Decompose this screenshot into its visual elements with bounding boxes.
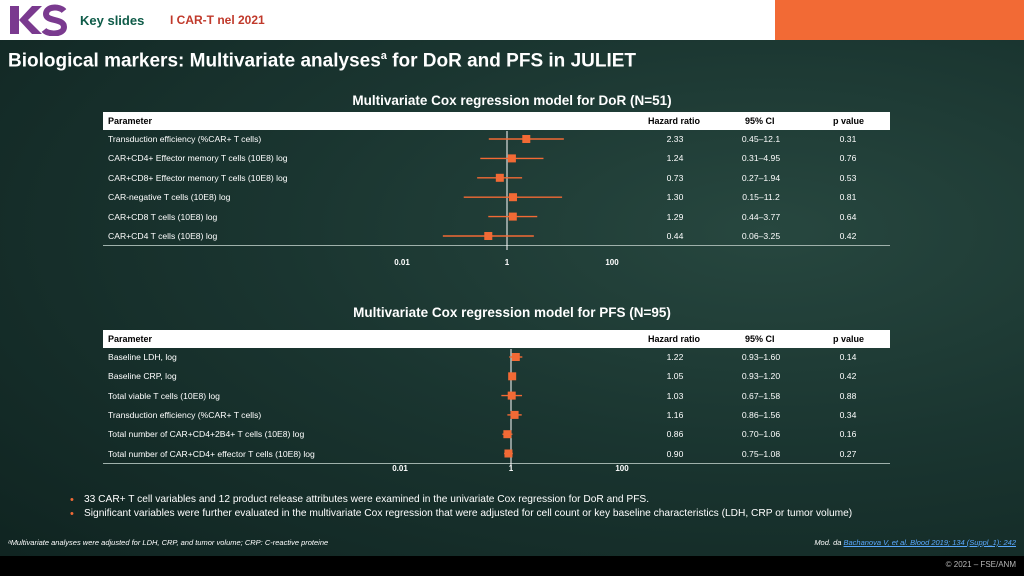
hazard-ratio-marker [508, 372, 517, 381]
row-parameter-label: Transduction efficiency (%CAR+ T cells) [108, 134, 262, 144]
hazard-ratio-marker [495, 173, 504, 182]
row-ci: 0.75–1.08 [741, 448, 781, 459]
x-tick-label: 100 [615, 464, 629, 473]
row-p-value: 0.34 [839, 409, 857, 420]
row-ci: 0.45–12.1 [741, 134, 781, 144]
dor-table-header: Parameter Hazard ratio 95% CI p value [103, 112, 890, 130]
row-parameter-label: Transduction efficiency (%CAR+ T cells) [108, 409, 262, 420]
row-p-value: 0.16 [839, 429, 857, 440]
row-p-value: 0.64 [839, 211, 857, 222]
hazard-ratio-marker [522, 135, 531, 143]
hazard-ratio-marker [508, 212, 517, 221]
row-parameter-label: CAR+CD4 T cells (10E8) log [108, 231, 218, 241]
row-hazard-ratio: 1.16 [666, 409, 684, 420]
row-hazard-ratio: 1.30 [666, 192, 684, 203]
source-citation: Mod. da Bachanova V, et al. Blood 2019; … [814, 538, 1016, 547]
row-p-value: 0.76 [839, 153, 857, 164]
accent-block [775, 0, 1024, 40]
page-title: Biological markers: Multivariate analyse… [8, 50, 637, 72]
row-ci: 0.67–1.58 [741, 390, 781, 401]
row-parameter-label: CAR+CD8+ Effector memory T cells (10E8) … [108, 172, 288, 183]
bullet-item: • 33 CAR+ T cell variables and 12 product… [70, 494, 650, 506]
row-ci: 0.27–1.94 [741, 172, 781, 183]
row-p-value: 0.31 [839, 134, 857, 144]
row-parameter-label: Baseline CRP, log [108, 371, 177, 382]
bottom-bar: © 2021 – FSE/ANM [0, 556, 1024, 576]
dor-bottom-rule [103, 245, 890, 246]
row-hazard-ratio: 2.33 [666, 134, 684, 144]
bullet-dot-icon: • [70, 508, 74, 520]
row-parameter-label: CAR+CD8 T cells (10E8) log [108, 211, 218, 222]
dor-forest-plot [442, 131, 564, 250]
pfs-forest-plot [501, 349, 523, 468]
row-parameter-label: CAR+CD4+ Effector memory T cells (10E8) … [108, 153, 288, 164]
row-hazard-ratio: 0.90 [666, 448, 684, 459]
col-p-value: p value [833, 334, 865, 344]
row-hazard-ratio: 1.24 [666, 153, 684, 164]
row-parameter-label: Total number of CAR+CD4+2B4+ T cells (10… [108, 429, 305, 440]
hazard-ratio-marker [508, 193, 517, 202]
copyright: © 2021 – FSE/ANM [945, 560, 1016, 569]
row-p-value: 0.14 [839, 352, 857, 362]
col-95ci: 95% CI [745, 116, 775, 126]
hazard-ratio-marker [504, 449, 513, 458]
hazard-ratio-marker [507, 154, 516, 163]
hazard-ratio-marker [484, 232, 493, 240]
row-p-value: 0.42 [839, 371, 857, 382]
x-tick-label: 1 [508, 464, 514, 473]
col-hazard-ratio: Hazard ratio [648, 116, 701, 126]
col-parameter: Parameter [108, 116, 153, 126]
row-ci: 0.93–1.20 [741, 371, 781, 382]
row-parameter-label: Total viable T cells (10E8) log [108, 390, 220, 401]
row-hazard-ratio: 0.73 [666, 172, 684, 183]
hazard-ratio-marker [507, 391, 516, 400]
hazard-ratio-marker [503, 430, 512, 439]
row-hazard-ratio: 1.22 [666, 352, 684, 362]
dor-panel-title: Multivariate Cox regression model for Do… [352, 93, 672, 108]
col-p-value: p value [833, 116, 865, 126]
hazard-ratio-marker [511, 353, 520, 361]
col-hazard-ratio: Hazard ratio [648, 334, 701, 344]
footnote: ᵃMultivariate analyses were adjusted for… [8, 538, 329, 547]
row-p-value: 0.88 [839, 390, 857, 401]
pfs-panel-title: Multivariate Cox regression model for PF… [353, 305, 671, 320]
row-ci: 0.70–1.06 [741, 429, 781, 440]
row-ci: 0.44–3.77 [741, 211, 781, 222]
row-hazard-ratio: 1.03 [666, 390, 684, 401]
top-bar: Key slides I CAR-T nel 2021 [0, 0, 1024, 40]
header-label: Key slides [80, 13, 145, 28]
x-tick-label: 0.01 [392, 464, 408, 473]
row-ci: 0.86–1.56 [741, 409, 781, 420]
bullet-list: • 33 CAR+ T cell variables and 12 product… [70, 494, 852, 522]
header-topic: I CAR-T nel 2021 [170, 13, 265, 27]
row-p-value: 0.81 [839, 192, 857, 203]
pfs-table-header: Parameter Hazard ratio 95% CI p value [103, 330, 890, 348]
row-parameter-label: Total number of CAR+CD4+ effector T cell… [108, 448, 315, 459]
ks-logo [10, 4, 68, 36]
pfs-bottom-rule [103, 463, 890, 464]
row-ci: 0.31–4.95 [741, 153, 781, 164]
row-ci: 0.15–11.2 [742, 192, 780, 203]
col-parameter: Parameter [108, 334, 153, 344]
hazard-ratio-marker [510, 410, 519, 419]
row-p-value: 0.27 [839, 448, 857, 459]
row-p-value: 0.53 [839, 172, 857, 183]
row-parameter-label: Baseline LDH, log [108, 352, 177, 362]
x-tick-label: 0.01 [394, 258, 410, 267]
row-p-value: 0.42 [839, 231, 857, 241]
bullet-dot-icon: • [70, 494, 74, 506]
row-hazard-ratio: 1.29 [666, 211, 684, 222]
row-ci: 0.06–3.25 [741, 231, 781, 241]
x-tick-label: 1 [504, 258, 510, 267]
row-parameter-label: CAR-negative T cells (10E8) log [108, 192, 231, 203]
row-ci: 0.93–1.60 [741, 352, 781, 362]
col-95ci: 95% CI [745, 334, 775, 344]
x-tick-label: 100 [605, 258, 619, 267]
bullet-item: • Significant variables were further eval… [70, 508, 853, 520]
row-hazard-ratio: 0.44 [666, 231, 684, 241]
source-link[interactable]: Bachanova V, et al. Blood 2019; 134 (Sup… [843, 538, 1017, 547]
row-hazard-ratio: 0.86 [666, 429, 684, 440]
row-hazard-ratio: 1.05 [666, 371, 684, 382]
